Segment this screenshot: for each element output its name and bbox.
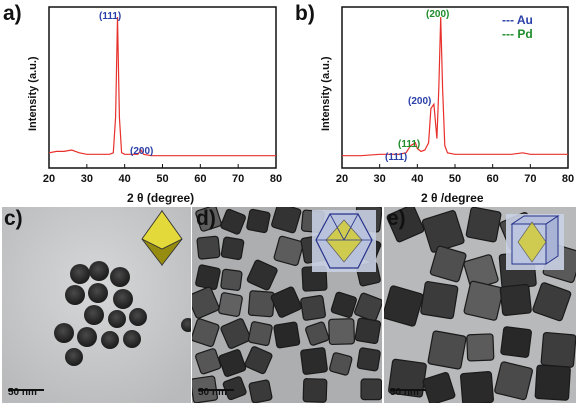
nanocube xyxy=(271,207,302,234)
nanocube xyxy=(360,378,382,401)
x-tick-label: 70 xyxy=(524,173,537,185)
nanocube xyxy=(460,371,494,403)
nanocube xyxy=(300,294,326,321)
panel-b-peak-au-200: (200) xyxy=(408,96,432,107)
panel-b-letter: b) xyxy=(295,2,315,25)
x-tick-label: 80 xyxy=(561,173,575,185)
panel-e-scalebar-label: 50 nm xyxy=(390,387,419,398)
nanocube xyxy=(466,333,495,362)
nanocube xyxy=(354,292,382,322)
nanocube xyxy=(429,245,467,283)
nanocube xyxy=(420,281,459,320)
panel-a-peak-200: (200) xyxy=(130,146,154,157)
panel-b-xlabel: 2 θ /degree xyxy=(421,191,484,205)
nanocube xyxy=(192,318,220,348)
nanocube xyxy=(195,264,221,291)
nanocube xyxy=(422,371,456,403)
nanocube xyxy=(246,259,278,291)
panel-b-peak-pd-111: (111) xyxy=(398,139,421,150)
nanocube xyxy=(330,291,357,318)
cuboctahedron-icon xyxy=(312,210,376,272)
panel-b-chart xyxy=(341,6,569,169)
nanocube xyxy=(386,207,425,243)
x-tick-label: 50 xyxy=(448,173,462,185)
nanocube xyxy=(218,349,247,377)
nanocube xyxy=(273,321,301,349)
panel-a-letter: a) xyxy=(3,2,22,25)
nanocube xyxy=(300,347,328,375)
panel-d-letter: d) xyxy=(196,207,216,230)
panel-b-frame xyxy=(341,6,569,169)
x-tick-label: 60 xyxy=(486,173,499,185)
x-tick-label: 20 xyxy=(42,173,56,185)
nanocube xyxy=(384,285,424,327)
legend-au: --- Au xyxy=(502,13,533,27)
octahedron-icon xyxy=(141,209,183,267)
nanocube xyxy=(356,347,381,372)
nanocube xyxy=(500,326,532,358)
panel-c-scalebar xyxy=(8,389,44,391)
nanocube xyxy=(244,346,273,375)
nanocube xyxy=(532,282,572,322)
panel-b-peak-pd-200: (200) xyxy=(426,9,450,20)
legend-pd: --- Pd xyxy=(502,27,533,41)
nanocube xyxy=(465,207,502,243)
x-tick-label: 30 xyxy=(80,173,93,185)
nanocube xyxy=(247,290,275,318)
nanocube xyxy=(273,235,304,266)
nanocube xyxy=(220,318,252,349)
nanocube xyxy=(354,317,382,345)
nanocube xyxy=(302,378,328,403)
panel-a-peak-111: (111) xyxy=(99,11,122,22)
panel-d-tem-image xyxy=(192,207,382,403)
nanocube xyxy=(248,379,273,403)
nanocube xyxy=(328,318,356,346)
nanocube xyxy=(196,235,221,260)
nanocube xyxy=(222,376,247,401)
panel-b-peak-au-111: (111) xyxy=(385,152,408,163)
nanocube xyxy=(195,348,222,375)
nanocube xyxy=(218,292,243,317)
nanocube xyxy=(463,280,504,321)
x-tick-label: 40 xyxy=(411,173,424,185)
panel-a-xlabel: 2 θ (degree) xyxy=(127,191,195,205)
nanocube xyxy=(220,208,246,235)
panel-b-xrd-line xyxy=(342,16,568,157)
cube-icon xyxy=(506,214,564,270)
nanocube xyxy=(246,208,271,234)
panel-e-scalebar xyxy=(390,389,426,391)
x-tick-label: 20 xyxy=(335,173,349,185)
panel-e-letter: e) xyxy=(387,207,406,230)
nanocube xyxy=(499,283,532,316)
nanocube xyxy=(427,330,467,370)
x-tick-label: 70 xyxy=(232,173,245,185)
panel-d-scalebar-label: 50 nm xyxy=(198,387,227,398)
nanocube xyxy=(195,207,222,232)
x-tick-label: 30 xyxy=(373,173,386,185)
nanocube xyxy=(192,286,220,319)
nanocube xyxy=(329,352,353,376)
nanocube xyxy=(220,268,243,291)
nanocube xyxy=(421,210,465,253)
panel-c-letter: c) xyxy=(4,207,23,230)
nanocube xyxy=(247,321,273,347)
panel-d-scalebar xyxy=(198,389,234,391)
panel-c-scalebar-label: 50 nm xyxy=(8,387,37,398)
panel-a-chart xyxy=(48,6,277,169)
x-tick-label: 50 xyxy=(156,173,169,185)
nanocube xyxy=(540,331,576,368)
x-tick-label: 60 xyxy=(194,173,207,185)
nanocube xyxy=(220,236,245,261)
nanocube xyxy=(494,361,534,401)
x-tick-label: 40 xyxy=(118,173,131,185)
panel-a-xrd-line xyxy=(48,16,276,157)
nanocube xyxy=(270,286,302,318)
nanocube xyxy=(305,321,330,346)
nanocube xyxy=(534,364,571,401)
x-tick-label: 80 xyxy=(269,173,283,185)
